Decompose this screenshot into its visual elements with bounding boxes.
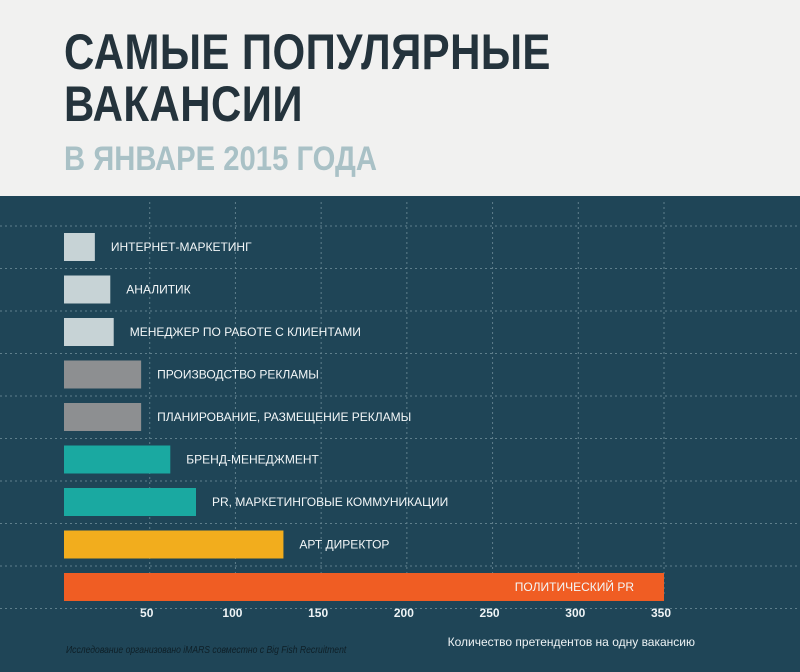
bar-label-8: ПОЛИТИЧЕСКИЙ PR [515,579,635,594]
tick-label-3: 200 [394,606,414,620]
bar-1 [64,275,111,304]
bar-label-6: PR, МАРКЕТИНГОВЫЕ КОММУНИКАЦИИ [212,495,448,509]
bar-3 [64,360,142,389]
bar-chart: ИНТЕРНЕТ-МАРКЕТИНГ АНАЛИТИК МЕНЕДЖЕР ПО РА… [0,202,800,649]
tick-label-6: 350 [651,606,671,620]
title-line-2: ВАКАНСИИ [64,76,303,132]
tick-label-2: 150 [308,606,328,620]
tick-label-5: 300 [565,606,585,620]
bar-5 [64,445,171,474]
tick-label-0: 50 [140,606,154,620]
bar-label-5: БРЕНД-МЕНЕДЖМЕНТ [186,453,319,467]
x-axis-ticks: 50 100 150 200 250 300 350 [140,606,671,620]
bar-label-2: МЕНЕДЖЕР ПО РАБОТЕ С КЛИЕНТАМИ [130,325,361,339]
bars [64,233,665,601]
bar-2 [64,318,114,346]
grid-lines [0,202,800,609]
bar-label-4: ПЛАНИРОВАНИЕ, РАЗМЕЩЕНИЕ РЕКЛАМЫ [157,410,411,424]
bar-label-7: АРТ ДИРЕКТОР [299,538,389,552]
page-title: САМЫЕ ПОПУЛЯРНЫЕ ВАКАНСИИ [64,26,551,130]
page-subtitle: В ЯНВАРЕ 2015 ГОДА [64,140,377,178]
bar-7 [64,530,284,559]
bar-label-3: ПРОИЗВОДСТВО РЕКЛАМЫ [157,368,319,382]
bar-label-0: ИНТЕРНЕТ-МАРКЕТИНГ [111,240,252,254]
bar-8 [64,573,665,601]
x-axis-title: Количество претендентов на одну вакансию [448,635,695,649]
header: САМЫЕ ПОПУЛЯРНЫЕ ВАКАНСИИ В ЯНВАРЕ 2015 … [0,0,800,196]
title-line-1: САМЫЕ ПОПУЛЯРНЫЕ [64,24,551,80]
bar-6 [64,488,197,516]
tick-label-4: 250 [480,606,500,620]
bar-label-1: АНАЛИТИК [126,283,190,297]
bar-4 [64,403,142,431]
bar-labels: ИНТЕРНЕТ-МАРКЕТИНГ АНАЛИТИК МЕНЕДЖЕР ПО РА… [111,240,634,594]
bar-0 [64,233,95,261]
footer-credit: Исследование организовано iMARS совместн… [66,645,347,656]
tick-label-1: 100 [222,606,242,620]
